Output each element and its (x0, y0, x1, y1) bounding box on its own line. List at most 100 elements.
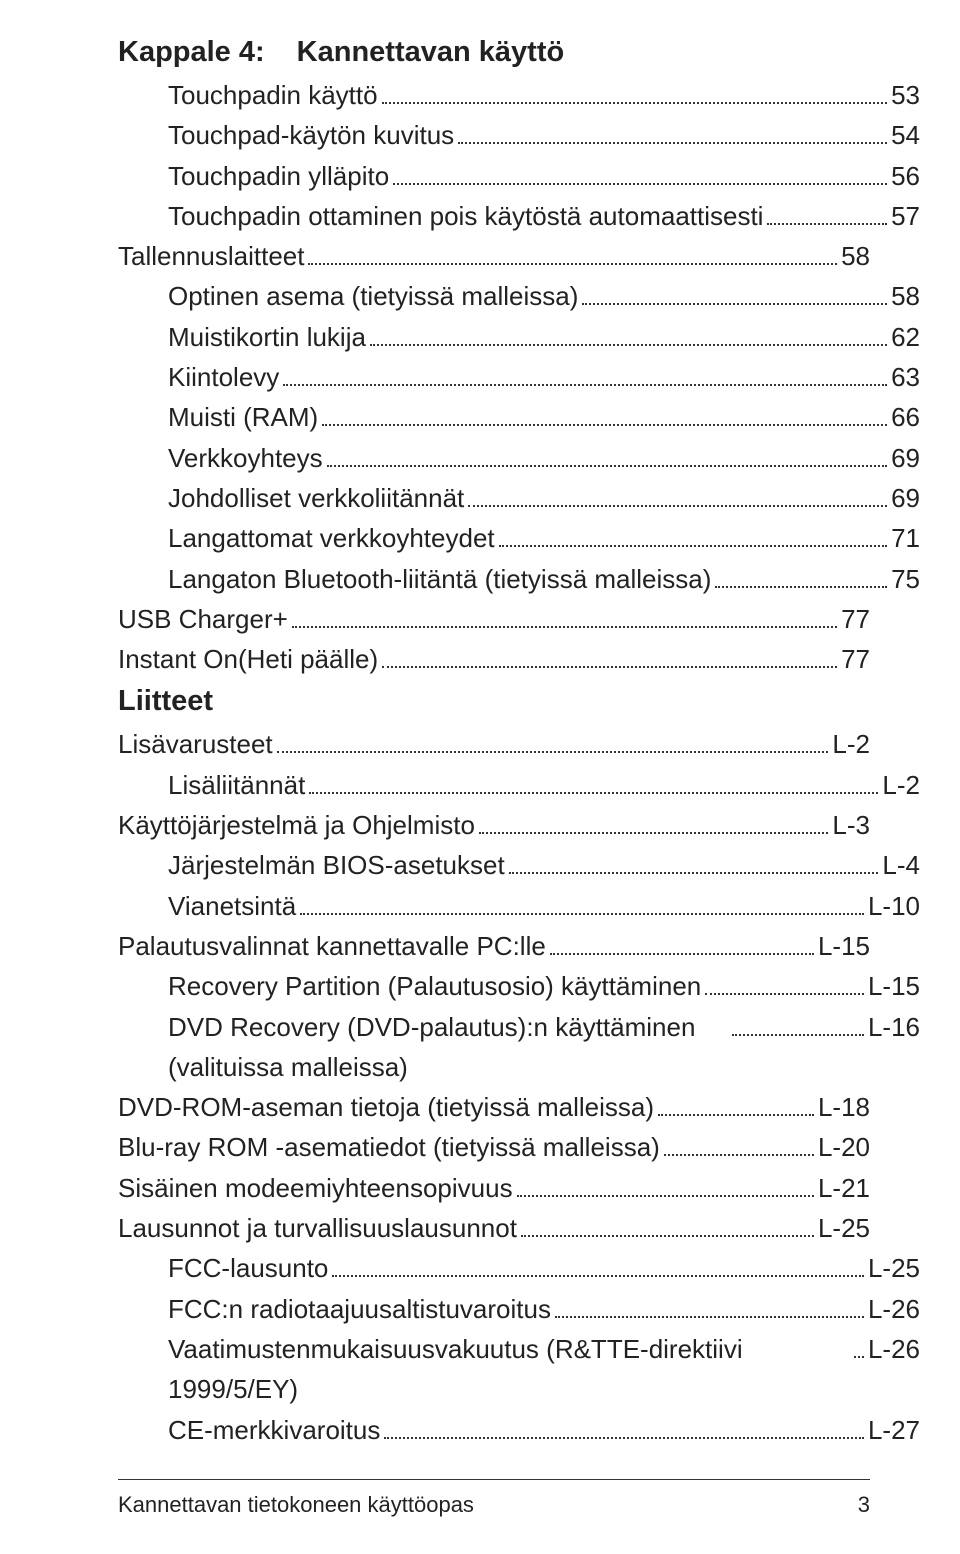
toc-row: Verkkoyhteys 69 (118, 438, 920, 478)
toc-leader (517, 1182, 814, 1197)
toc-row: LisäliitännätL-2 (118, 765, 920, 805)
toc-row: Kiintolevy63 (118, 357, 920, 397)
chapter-heading: Kappale 4: Kannettavan käyttö (118, 36, 870, 69)
toc-title: Vaatimustenmukaisuusvakuutus (R&TTE-dire… (168, 1329, 850, 1410)
toc-page: 63 (891, 357, 920, 397)
toc-row: Muistikortin lukija62 (118, 317, 920, 357)
toc-title: Lausunnot ja turvallisuuslausunnot (118, 1208, 517, 1248)
toc-page: 75 (891, 559, 920, 599)
toc-row: Touchpadin käyttö53 (118, 75, 920, 115)
toc-title: DVD-ROM-aseman tietoja (tietyissä mallei… (118, 1087, 654, 1127)
toc-title: Palautusvalinnat kannettavalle PC:lle (118, 926, 546, 966)
toc-row: Sisäinen modeemiyhteensopivuus L-21 (118, 1168, 870, 1208)
toc-title: Johdolliset verkkoliitännät (168, 478, 464, 518)
toc-page: 69 (891, 438, 920, 478)
toc-title: DVD Recovery (DVD-palautus):n käyttämine… (168, 1007, 728, 1088)
toc-row: Tallennuslaitteet58 (118, 236, 870, 276)
toc-page: L-25 (818, 1208, 870, 1248)
toc-leader (370, 331, 887, 346)
toc-page: L-10 (868, 886, 920, 926)
footer-divider (118, 1479, 870, 1480)
toc-row: Touchpad-käytön kuvitus54 (118, 115, 920, 155)
toc-row: Langaton Bluetooth-liitäntä (tietyissä m… (118, 559, 920, 599)
toc-title: Langattomat verkkoyhteydet (168, 518, 495, 558)
toc-row: Langattomat verkkoyhteydet71 (118, 518, 920, 558)
toc-leader (384, 1424, 864, 1439)
toc-page: L-21 (818, 1168, 870, 1208)
toc-page: L-4 (882, 845, 920, 885)
toc-page: L-16 (868, 1007, 920, 1047)
toc-row: DVD-ROM-aseman tietoja (tietyissä mallei… (118, 1087, 870, 1127)
toc-page: 57 (891, 196, 920, 236)
toc-leader (458, 129, 887, 144)
toc-title: Vianetsintä (168, 886, 296, 926)
toc-leader (550, 940, 814, 955)
toc-title: Lisävarusteet (118, 724, 273, 764)
toc-page: L-26 (868, 1329, 920, 1369)
toc-leader (767, 210, 887, 225)
toc-page: 58 (841, 236, 870, 276)
toc-page: L-26 (868, 1289, 920, 1329)
toc-title: Recovery Partition (Palautusosio) käyttä… (168, 966, 701, 1006)
toc-leader (521, 1222, 814, 1237)
toc-row: Optinen asema (tietyissä malleissa)58 (118, 276, 920, 316)
toc-row: Johdolliset verkkoliitännät69 (118, 478, 920, 518)
toc-page: L-20 (818, 1127, 870, 1167)
toc-page: L-18 (818, 1087, 870, 1127)
toc-leader (283, 371, 887, 386)
toc-leader (705, 980, 864, 995)
toc-row: Touchpadin ottaminen pois käytöstä autom… (118, 196, 920, 236)
toc-title: Touchpadin ylläpito (168, 156, 389, 196)
toc-page: L-27 (868, 1410, 920, 1450)
toc-page: 56 (891, 156, 920, 196)
toc-leader (582, 290, 887, 305)
toc-leader (664, 1141, 814, 1156)
toc-title: Sisäinen modeemiyhteensopivuus (118, 1168, 513, 1208)
toc-row: Käyttöjärjestelmä ja OhjelmistoL-3 (118, 805, 870, 845)
toc-row: FCC-lausuntoL-25 (118, 1248, 920, 1288)
toc-row: Vianetsintä L-10 (118, 886, 920, 926)
toc-page: 62 (891, 317, 920, 357)
chapter-label: Kappale 4: (118, 36, 265, 69)
toc-leader (292, 613, 837, 628)
toc-row: Recovery Partition (Palautusosio) käyttä… (118, 966, 920, 1006)
toc-leader (322, 411, 887, 426)
toc-row: USB Charger+ 77 (118, 599, 870, 639)
toc-title: Verkkoyhteys (168, 438, 323, 478)
toc-leader (555, 1303, 864, 1318)
toc-title: FCC:n radiotaajuusaltistuvaroitus (168, 1289, 551, 1329)
chapter-title: Kannettavan käyttö (297, 36, 565, 69)
toc-leader (715, 573, 887, 588)
toc-title: Touchpadin ottaminen pois käytöstä autom… (168, 196, 763, 236)
toc-row: DVD Recovery (DVD-palautus):n käyttämine… (118, 1007, 920, 1088)
toc-title: Muisti (RAM) (168, 397, 318, 437)
page: Kappale 4: Kannettavan käyttö Touchpadin… (0, 0, 960, 1554)
toc-row: Lausunnot ja turvallisuuslausunnot L-25 (118, 1208, 870, 1248)
toc-page: 58 (891, 276, 920, 316)
toc-page: L-25 (868, 1248, 920, 1288)
toc-row: Palautusvalinnat kannettavalle PC:lleL-1… (118, 926, 870, 966)
toc-leader (300, 900, 864, 915)
toc-leader (327, 452, 887, 467)
toc-leader (479, 819, 829, 834)
toc-leader (854, 1343, 864, 1358)
toc-leader (382, 89, 887, 104)
toc-leader (499, 532, 887, 547)
toc-title: Instant On(Heti päälle) (118, 639, 378, 679)
toc-row: Instant On(Heti päälle) 77 (118, 639, 870, 679)
toc-leader (509, 859, 879, 874)
toc-row: Blu-ray ROM -asematiedot (tietyissä mall… (118, 1127, 870, 1167)
toc-page: 77 (841, 599, 870, 639)
toc-page: 54 (891, 115, 920, 155)
footer: Kannettavan tietokoneen käyttöopas 3 (118, 1492, 870, 1518)
toc-page: L-2 (882, 765, 920, 805)
toc-title: USB Charger+ (118, 599, 288, 639)
toc-page: 77 (841, 639, 870, 679)
footer-page-number: 3 (858, 1492, 870, 1518)
toc-leader (332, 1262, 864, 1277)
toc-page: 53 (891, 75, 920, 115)
toc-title: Blu-ray ROM -asematiedot (tietyissä mall… (118, 1127, 660, 1167)
toc-page: L-3 (832, 805, 870, 845)
toc-leader (732, 1021, 864, 1036)
toc-row: Järjestelmän BIOS-asetuksetL-4 (118, 845, 920, 885)
